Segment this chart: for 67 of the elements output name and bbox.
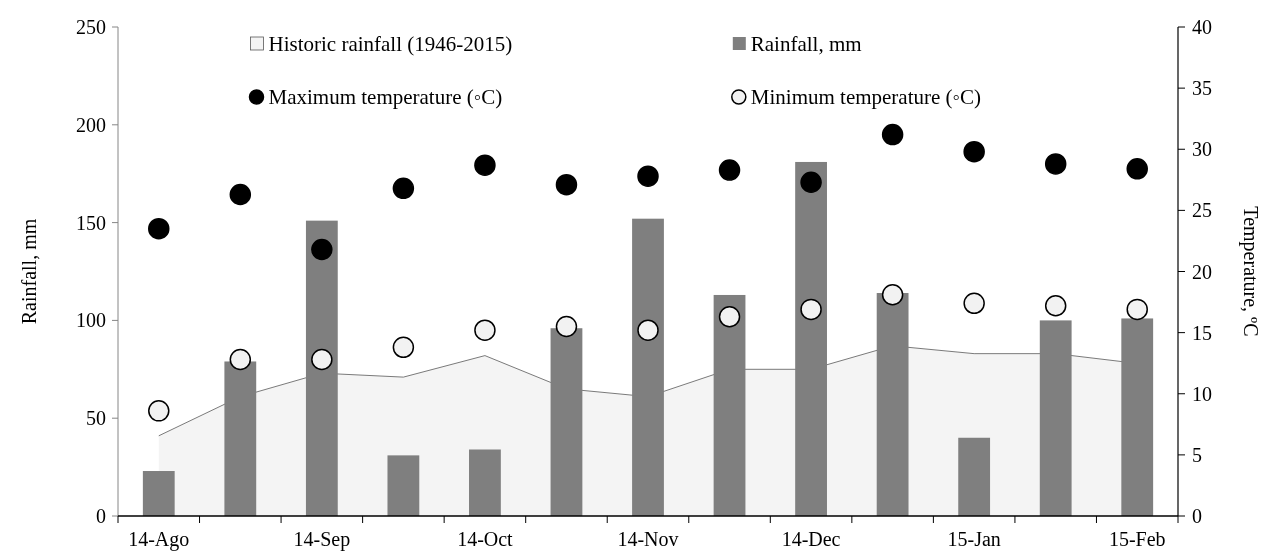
point	[800, 298, 822, 321]
bar	[142, 471, 175, 516]
x-tick-label: 14-Sep	[293, 528, 351, 551]
bar	[958, 437, 991, 516]
point	[963, 140, 985, 163]
bar	[469, 449, 501, 516]
y2-tick-label: 15	[1192, 321, 1212, 344]
y2-tick-label: 35	[1192, 77, 1212, 100]
x-tick-label: 15-Feb	[1108, 528, 1166, 550]
point	[881, 283, 904, 306]
y2-tick-label: 0	[1192, 505, 1202, 527]
point	[392, 177, 415, 200]
y2-tick-label: 30	[1192, 138, 1212, 161]
y-tick-label: 50	[86, 407, 106, 430]
point	[1126, 298, 1148, 321]
point	[555, 173, 578, 196]
legend-label: Rainfall, mm	[750, 32, 862, 57]
y2-tick-label: 20	[1192, 260, 1212, 283]
bar	[1121, 318, 1154, 516]
x-tick-label: 14-Oct	[457, 528, 514, 550]
bar	[713, 294, 746, 516]
point	[474, 319, 496, 341]
legend-label: Historic rainfall (1946-2015)	[268, 32, 513, 57]
point	[148, 400, 170, 422]
bar	[550, 328, 583, 516]
y-tick-label: 250	[76, 16, 106, 38]
legend-label: Maximum temperature (◦C)	[268, 85, 503, 110]
point	[963, 292, 985, 315]
bar	[876, 293, 909, 516]
y2-tick-label: 5	[1192, 443, 1202, 466]
point	[881, 123, 904, 146]
point	[555, 315, 578, 338]
bar	[795, 161, 827, 516]
point	[229, 183, 252, 206]
y-axis-title: Rainfall, mm	[18, 218, 40, 325]
y-tick-label: 150	[76, 211, 106, 234]
point	[637, 319, 659, 341]
point	[392, 336, 415, 359]
point	[637, 165, 659, 187]
bar	[387, 455, 420, 516]
y2-axis-title: Temperature, ºC	[1239, 206, 1262, 337]
x-tick-label: 14-Ago	[128, 528, 190, 551]
y-tick-label: 200	[76, 113, 106, 136]
point	[800, 171, 822, 194]
y-tick-label: 100	[76, 309, 106, 332]
y2-tick-label: 10	[1192, 382, 1212, 405]
point	[474, 154, 496, 176]
y2-tick-label: 40	[1192, 16, 1212, 38]
y2-tick-label: 25	[1192, 199, 1212, 222]
legend-label: Minimum temperature (◦C)	[750, 85, 982, 110]
x-tick-label: 14-Nov	[617, 528, 679, 550]
point	[311, 238, 333, 261]
bar	[224, 361, 257, 516]
point	[229, 348, 252, 371]
point	[148, 217, 170, 240]
point	[311, 348, 333, 371]
point	[718, 305, 741, 328]
x-tick-label: 14-Dec	[781, 528, 841, 550]
bar	[305, 220, 338, 516]
x-tick-label: 15-Jan	[947, 528, 1001, 550]
bar	[1039, 320, 1072, 516]
point	[1044, 294, 1067, 317]
point	[1044, 153, 1067, 175]
point	[718, 159, 741, 181]
y-tick-label: 0	[96, 505, 106, 527]
bar	[632, 218, 664, 516]
point	[1126, 158, 1148, 180]
